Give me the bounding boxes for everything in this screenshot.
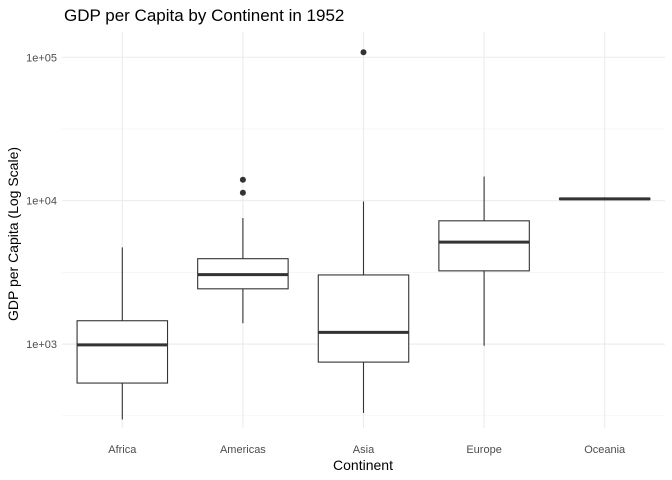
chart-title: GDP per Capita by Continent in 1952 xyxy=(64,6,344,25)
outlier-point xyxy=(360,49,367,56)
y-tick-labels: 1e+03 1e+04 1e+05 xyxy=(26,52,57,351)
y-axis-title: GDP per Capita (Log Scale) xyxy=(5,147,21,321)
iqr-box xyxy=(438,220,530,272)
iqr-box xyxy=(317,274,410,363)
box-europe xyxy=(438,176,530,346)
y-tick-label: 1e+03 xyxy=(26,339,57,351)
box-africa xyxy=(76,247,169,420)
y-tick-label: 1e+05 xyxy=(26,52,57,64)
box-americas xyxy=(197,176,289,324)
x-axis-title: Continent xyxy=(333,457,393,473)
x-tick-labels: Africa Americas Asia Europe Oceania xyxy=(108,444,626,456)
outlier-point xyxy=(239,189,246,196)
x-tick-label: Asia xyxy=(353,444,375,456)
y-tick-label: 1e+04 xyxy=(26,196,57,208)
x-tick-label: Africa xyxy=(108,444,137,456)
x-tick-label: Americas xyxy=(220,444,266,456)
boxes xyxy=(76,49,651,420)
box-oceania xyxy=(558,197,651,201)
outlier-point xyxy=(239,176,246,183)
box-asia xyxy=(317,49,410,413)
x-tick-label: Europe xyxy=(466,444,501,456)
x-tick-label: Oceania xyxy=(584,444,626,456)
iqr-box xyxy=(76,320,169,384)
